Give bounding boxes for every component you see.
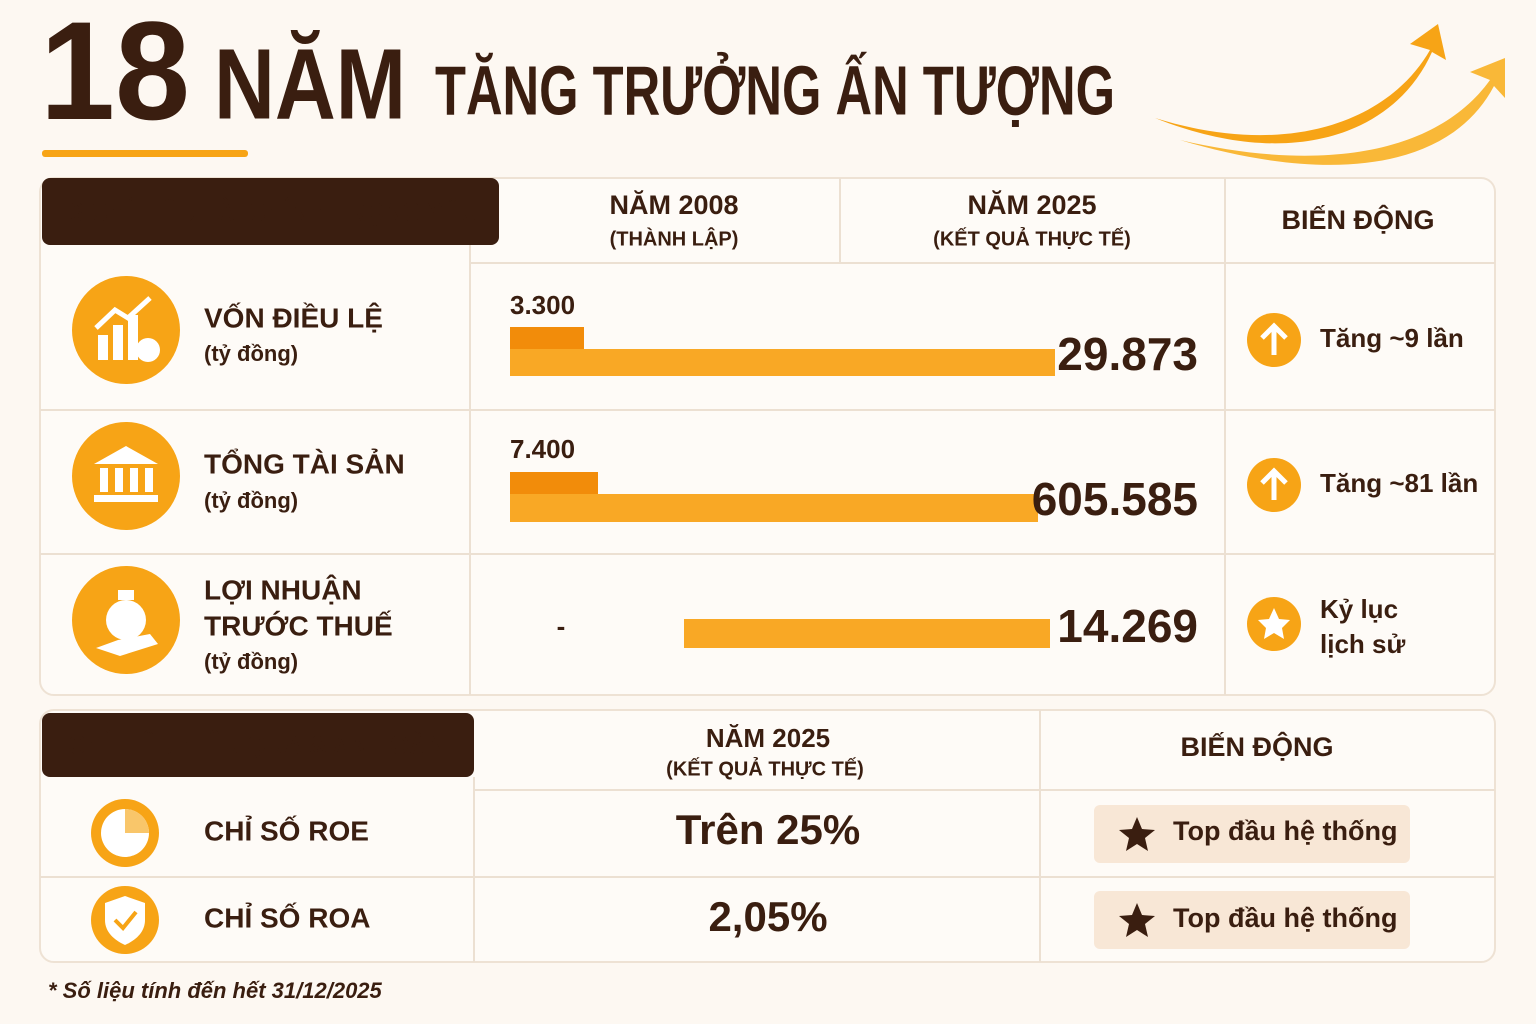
row-unit: (tỷ đồng) — [204, 341, 298, 366]
bar-2025 — [684, 619, 1050, 648]
column-title: NĂM 2025 — [706, 723, 830, 753]
star-icon — [1119, 817, 1155, 851]
badge-text: Top đầu hệ thống — [1173, 903, 1397, 933]
row-unit: (tỷ đồng) — [204, 488, 298, 513]
column-sub: (KẾT QUẢ THỰC TẾ) — [933, 227, 1131, 250]
icon-capital — [72, 276, 180, 384]
change-text: lịch sử — [1320, 629, 1405, 659]
row-name: CHỈ SỐ ROA — [204, 901, 370, 933]
footnote: * Số liệu tính đến hết 31/12/2025 — [48, 978, 383, 1003]
value-2008: 3.300 — [510, 290, 575, 320]
section-tab — [42, 178, 499, 245]
icon-up — [1247, 458, 1301, 512]
column-title: BIẾN ĐỘNG — [1180, 731, 1333, 762]
row-name: TRƯỚC THUẾ — [204, 610, 393, 641]
title-word: NĂM — [214, 28, 406, 140]
arrow-icon — [1155, 24, 1446, 144]
bar-2008 — [510, 327, 584, 349]
bar-2025 — [510, 349, 1055, 376]
bar-2008 — [510, 472, 598, 494]
panel — [39, 177, 1496, 696]
bar-2025 — [510, 494, 1038, 522]
value-2025: 605.585 — [1032, 473, 1198, 525]
icon-bank — [72, 422, 180, 530]
section-heading: CHỈ TIÊU HIỆU QUẢ & AN TOÀN — [68, 728, 445, 760]
title-number: 18 — [40, 0, 190, 149]
icon-star — [1247, 597, 1301, 651]
row-name: VỐN ĐIỀU LỆ — [204, 301, 383, 333]
star-icon — [1119, 903, 1155, 937]
change-text: Kỷ lục — [1320, 594, 1398, 624]
value-2025: 29.873 — [1057, 328, 1198, 380]
column-sub: (KẾT QUẢ THỰC TẾ) — [666, 757, 864, 780]
row-name: CHỈ SỐ ROE — [204, 814, 369, 846]
value-2025: 14.269 — [1057, 600, 1198, 652]
dividers — [40, 178, 1495, 962]
change-text: Tăng ~9 lần — [1320, 323, 1464, 353]
section-heading: 3 CHỈ TIÊU TÀI CHÍNH TRỌNG YẾU — [70, 195, 478, 227]
badge — [1094, 805, 1410, 863]
value-2025: Trên 25% — [676, 806, 860, 853]
arrow-icon — [1180, 58, 1505, 165]
row-unit: (tỷ đồng) — [204, 649, 298, 674]
row-name: LỢI NHUẬN — [204, 574, 362, 605]
icon-roa — [91, 886, 159, 954]
section-tab — [42, 713, 474, 777]
badge — [1094, 891, 1410, 949]
icon-profit — [72, 566, 180, 674]
change-text: Tăng ~81 lần — [1320, 468, 1478, 498]
column-title: BIẾN ĐỘNG — [1281, 204, 1434, 235]
column-sub: (THÀNH LẬP) — [610, 226, 739, 250]
value-2008: 7.400 — [510, 434, 575, 464]
badge-text: Top đầu hệ thống — [1173, 816, 1397, 846]
row-name: TỔNG TÀI SẢN — [204, 447, 405, 479]
column-title: NĂM 2008 — [609, 189, 738, 220]
value-2008: - — [557, 611, 566, 641]
column-title: NĂM 2025 — [967, 189, 1096, 220]
icon-up — [1247, 313, 1301, 367]
title-text: TĂNG TRƯỞNG ẤN TƯỢNG — [435, 50, 1115, 129]
icon-roe — [91, 799, 159, 867]
title-underline — [42, 150, 248, 157]
value-2025: 2,05% — [708, 893, 827, 940]
